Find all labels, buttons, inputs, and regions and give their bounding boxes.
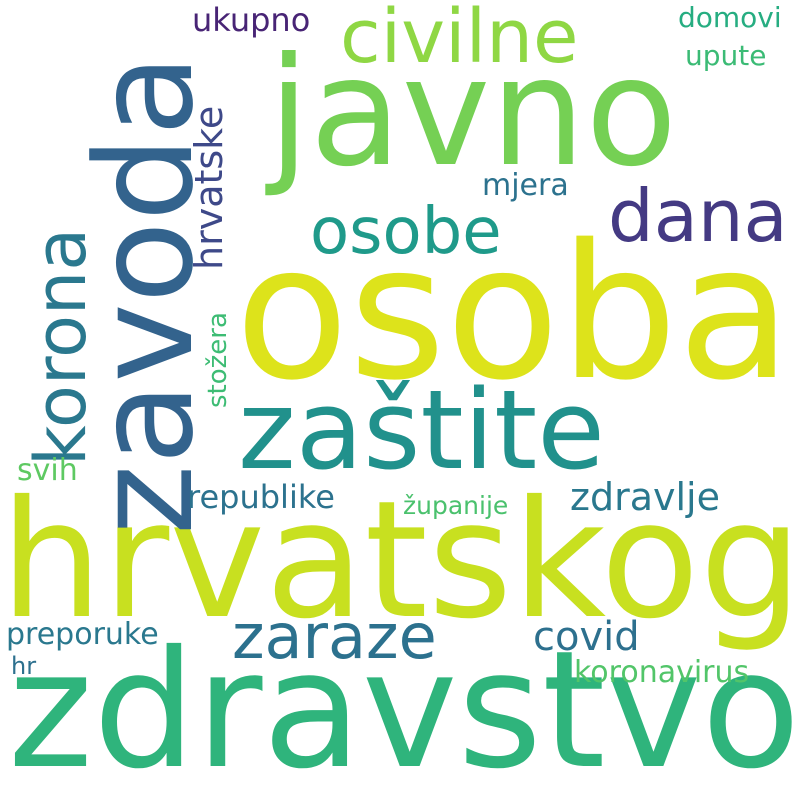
word-zdravstvo: zdravstvo bbox=[8, 617, 800, 800]
word-dana: dana bbox=[608, 174, 788, 258]
word-zupanije: županije bbox=[403, 491, 509, 520]
word-hr: hr bbox=[11, 652, 37, 680]
word-upute: upute bbox=[685, 39, 767, 72]
word-domovi: domovi bbox=[678, 1, 782, 34]
word-koronavirus: koronavirus bbox=[574, 655, 750, 690]
word-hrvatske: hrvatske bbox=[187, 105, 231, 270]
word-preporuke: preporuke bbox=[6, 617, 159, 652]
word-civilne: civilne bbox=[340, 0, 579, 80]
word-osoba: osoba bbox=[235, 204, 792, 421]
word-svih: svih bbox=[17, 453, 78, 488]
word-republike: republike bbox=[187, 478, 335, 516]
word-javno: javno bbox=[268, 26, 678, 200]
word-ukupno: ukupno bbox=[192, 1, 311, 39]
word-korona: korona bbox=[20, 227, 102, 466]
word-zastite: zaštite bbox=[238, 366, 605, 494]
word-covid: covid bbox=[533, 614, 640, 660]
word-zdravlje: zdravlje bbox=[570, 475, 720, 519]
word-osobe: osobe bbox=[310, 195, 502, 269]
word-mjera: mjera bbox=[482, 168, 569, 203]
word-zaraze: zaraze bbox=[232, 600, 437, 673]
word-hrvatskog: hrvatskog bbox=[0, 467, 800, 655]
word-stozera: stožera bbox=[203, 312, 233, 408]
